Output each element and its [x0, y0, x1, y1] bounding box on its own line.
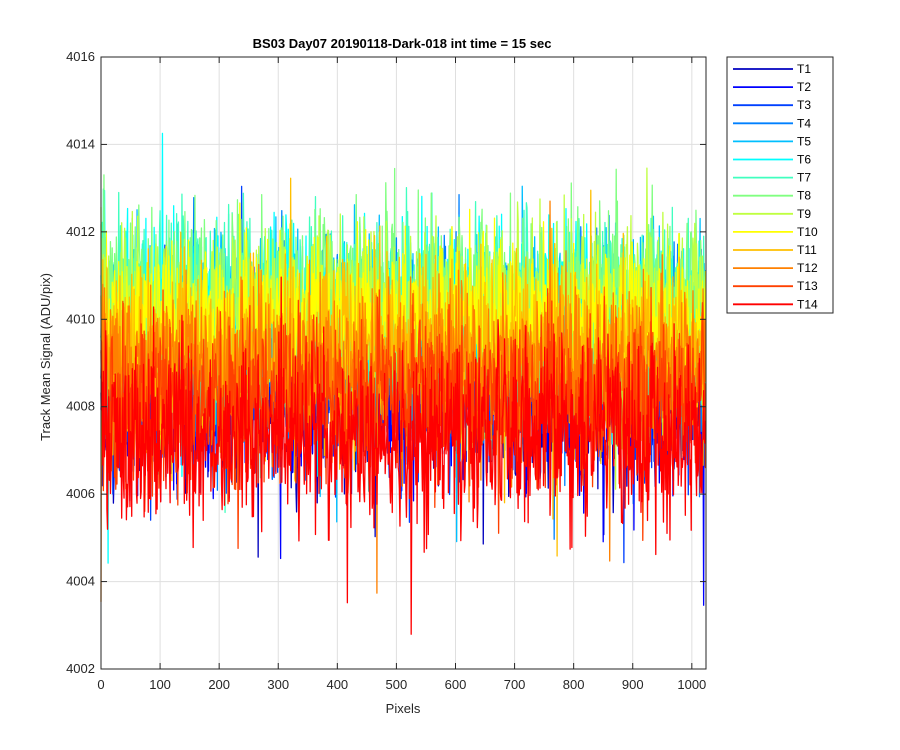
legend-items: T1 T2 T3 T4 T5 T6 T7 T8 T9 T10 T11 T12 T13 T14 — [733, 62, 818, 311]
legend-label-t11: T11 — [797, 243, 817, 257]
y-tick-label: 4006 — [66, 486, 95, 501]
x-tick-label: 1000 — [677, 677, 706, 692]
y-tick-label: 4008 — [66, 399, 95, 414]
x-tick-label: 0 — [97, 677, 104, 692]
y-tick-label: 4016 — [66, 49, 95, 64]
legend-label-t7: T7 — [797, 171, 811, 185]
plot-area — [100, 56, 707, 670]
x-tick-labels: 0 100 200 300 400 500 600 700 800 900 1000 — [97, 677, 706, 692]
legend-label-t12: T12 — [797, 261, 818, 275]
legend-label-t13: T13 — [797, 279, 818, 293]
x-tick-label: 500 — [386, 677, 408, 692]
legend: T1 T2 T3 T4 T5 T6 T7 T8 T9 T10 T11 T12 T13 T14 — [726, 56, 834, 314]
legend-label-t8: T8 — [797, 189, 811, 203]
y-tick-label: 4012 — [66, 224, 95, 239]
y-tick-label: 4002 — [66, 661, 95, 676]
x-axis-label: Pixels — [386, 701, 421, 716]
series-lines — [100, 132, 707, 635]
legend-label-t14: T14 — [797, 297, 818, 311]
legend-label-t10: T10 — [797, 225, 818, 239]
y-tick-label: 4014 — [66, 136, 95, 151]
legend-label-t9: T9 — [797, 207, 811, 221]
y-tick-labels: 4002 4004 4006 4008 4010 4012 4014 4016 — [66, 49, 95, 676]
chart-title: BS03 Day07 20190118-Dark-018 int time = … — [253, 36, 552, 51]
x-tick-label: 300 — [267, 677, 289, 692]
x-tick-label: 400 — [326, 677, 348, 692]
tick-marks — [100, 56, 706, 670]
axes-box — [100, 56, 707, 670]
y-tick-label: 4004 — [66, 574, 95, 589]
x-tick-label: 700 — [504, 677, 526, 692]
legend-label-t1: T1 — [797, 62, 811, 76]
y-axis-label: Track Mean Signal (ADU/pix) — [38, 273, 53, 441]
x-tick-label: 200 — [208, 677, 230, 692]
y-tick-label: 4010 — [66, 311, 95, 326]
x-tick-label: 800 — [563, 677, 585, 692]
legend-label-t6: T6 — [797, 153, 811, 167]
x-tick-label: 100 — [149, 677, 171, 692]
series-line-t14 — [100, 276, 707, 635]
x-tick-label: 900 — [622, 677, 644, 692]
x-tick-label: 600 — [445, 677, 467, 692]
legend-box — [726, 56, 834, 314]
legend-label-t3: T3 — [797, 98, 811, 112]
legend-label-t5: T5 — [797, 134, 811, 148]
legend-label-t2: T2 — [797, 80, 811, 94]
legend-label-t4: T4 — [797, 116, 811, 130]
